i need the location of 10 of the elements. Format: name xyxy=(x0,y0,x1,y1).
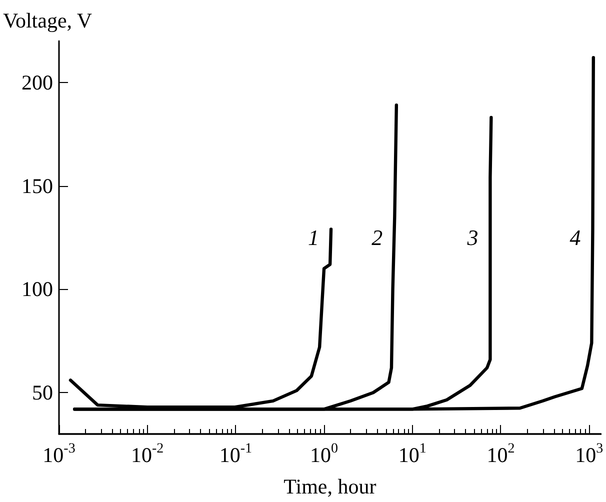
y-tick-label: 50 xyxy=(32,380,53,405)
y-tick-label: 100 xyxy=(22,277,53,302)
series-label: 1 xyxy=(308,225,320,250)
y-tick-label: 150 xyxy=(22,174,53,198)
y-tick-label: 200 xyxy=(22,70,53,94)
series-label: 3 xyxy=(466,225,478,250)
y-axis-title: Voltage, V xyxy=(3,8,92,32)
series-label: 2 xyxy=(372,225,383,250)
x-axis-title: Time, hour xyxy=(284,474,376,498)
series-label: 4 xyxy=(570,225,581,250)
